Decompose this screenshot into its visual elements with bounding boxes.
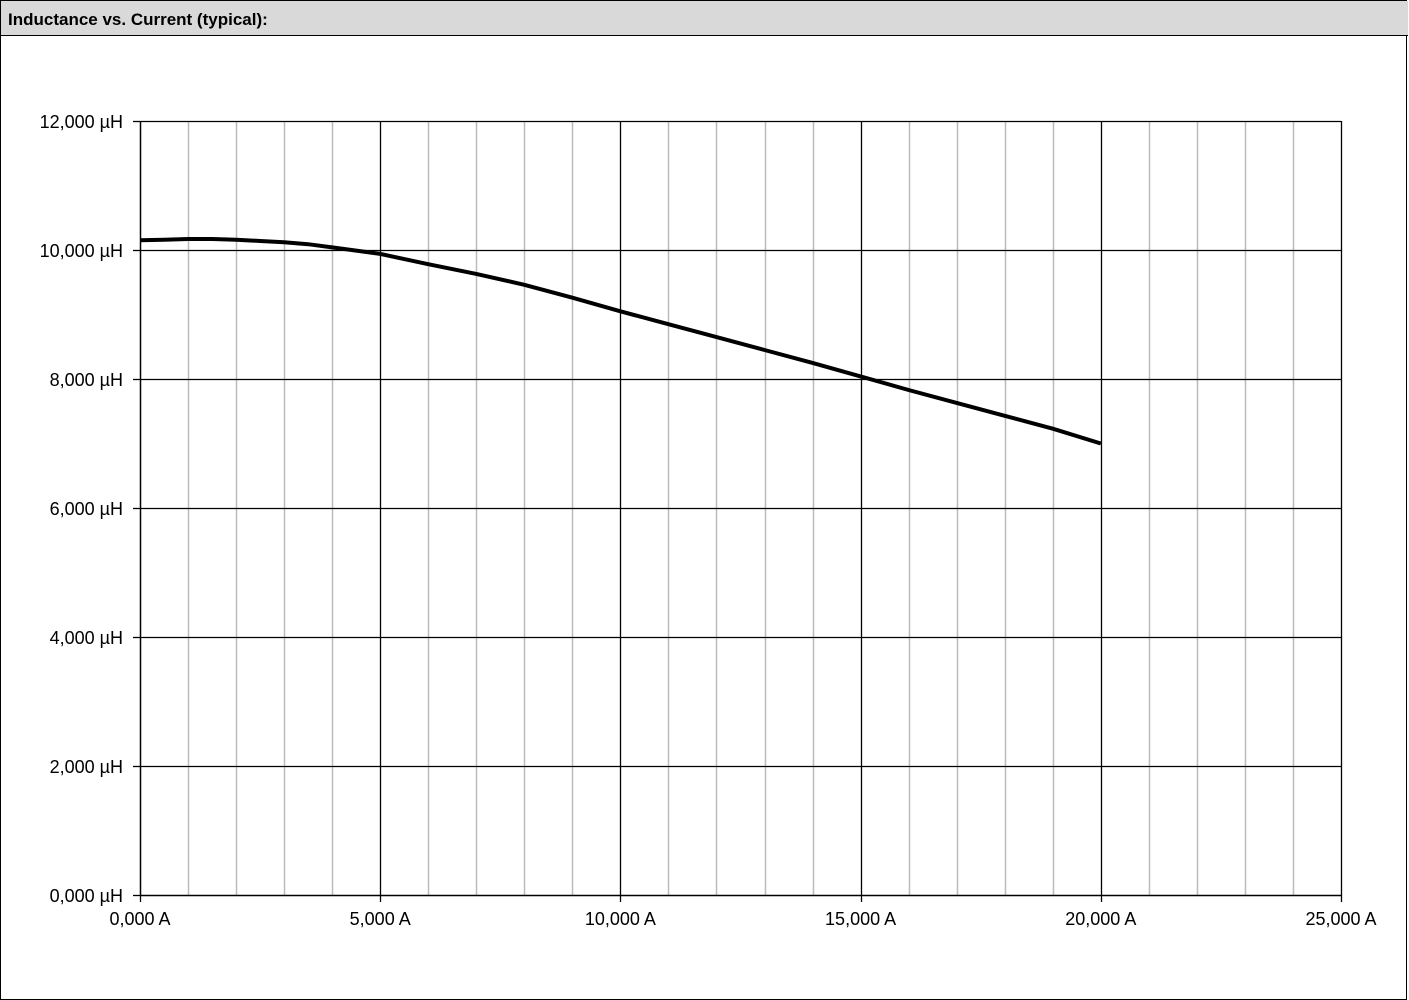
y-tick-label: 6,000 µH [50,499,123,519]
x-tick-label: 0,000 A [109,909,170,929]
y-tick-labels: 0,000 µH 2,000 µH 4,000 µH 6,000 µH 8,000 µH… [40,112,123,906]
y-tick-label: 12,000 µH [40,112,123,132]
y-tick-label: 8,000 µH [50,370,123,390]
x-tick-labels: 0,000 A 5,000 A 10,000 A 15,000 A 20,000 A 25… [109,909,1376,929]
chart-header-title: Inductance vs. Current (typical): [8,10,268,29]
y-tick-label: 4,000 µH [50,628,123,648]
y-tick-label: 0,000 µH [50,886,123,906]
x-tick-label: 25,000 A [1305,909,1376,929]
x-tick-label: 5,000 A [350,909,411,929]
inductance-series-line [139,237,1102,446]
x-tick-label: 10,000 A [585,909,656,929]
chart-header: Inductance vs. Current (typical): [1,1,1408,36]
x-tick-label: 20,000 A [1065,909,1136,929]
y-tick-label: 10,000 µH [40,241,123,261]
series-layer [139,237,1102,446]
axes [133,120,1343,902]
x-tick-label: 15,000 A [825,909,896,929]
major-grid [140,120,1343,895]
y-tick-label: 2,000 µH [50,757,123,777]
